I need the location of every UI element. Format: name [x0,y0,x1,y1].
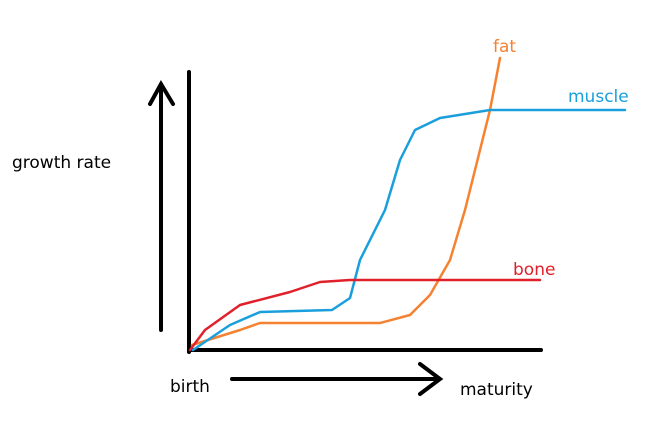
x-start-label: birth [170,377,210,397]
curve-label: bone [513,260,555,280]
curve-label: fat [493,37,516,57]
y-axis-label: growth rate [12,153,111,173]
curve-label: muscle [568,87,629,107]
bone-curve [188,278,542,352]
up-arrow [148,79,175,332]
x-end-label: maturity [460,380,533,400]
muscle-curve [191,108,627,352]
fat-curve [190,56,502,347]
right-arrow [230,362,444,396]
